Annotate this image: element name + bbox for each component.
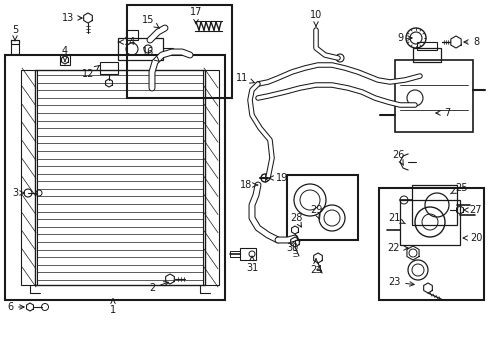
Bar [127,5,231,98]
Bar [5,55,224,300]
Text: 23: 23 [387,277,413,287]
Text: 29: 29 [309,205,322,219]
Text: 15: 15 [142,15,159,28]
Text: 8: 8 [463,37,478,47]
Text: 12: 12 [81,66,99,79]
Text: 5: 5 [12,25,18,41]
Text: 26: 26 [391,150,404,165]
Text: 31: 31 [245,256,258,273]
Text: 1: 1 [110,299,116,315]
Bar [11,40,19,54]
Bar [229,251,240,257]
Text: 6: 6 [7,302,24,312]
Text: 7: 7 [435,108,449,118]
Text: 19: 19 [268,173,287,183]
Bar [203,70,219,285]
Bar [286,175,357,240]
Bar [100,62,118,74]
Text: 18: 18 [240,180,257,190]
Bar [35,70,204,285]
Text: 9: 9 [396,33,411,43]
Text: 11: 11 [235,73,254,83]
Text: 22: 22 [387,243,407,253]
Bar [118,38,163,60]
Text: 27: 27 [463,205,481,215]
Bar [126,30,138,40]
Text: 30: 30 [285,240,298,253]
Text: 24: 24 [309,259,322,275]
Bar [378,188,483,300]
Text: 16: 16 [142,47,159,62]
Bar [411,185,456,225]
Bar [412,48,440,62]
Text: 4: 4 [62,46,68,62]
Text: 13: 13 [62,13,82,23]
Text: 28: 28 [289,213,302,227]
Bar [60,55,70,65]
Text: 14: 14 [118,37,136,47]
Text: 20: 20 [462,233,481,243]
Bar [394,60,472,132]
Bar [240,248,256,260]
Text: 25: 25 [449,183,468,194]
Text: 2: 2 [148,282,168,293]
Text: 10: 10 [309,10,322,26]
Text: 3: 3 [12,188,24,198]
Bar [399,200,459,245]
Bar [416,42,436,50]
Text: 17: 17 [189,7,202,24]
Bar [21,70,37,285]
Text: 21: 21 [387,213,405,224]
